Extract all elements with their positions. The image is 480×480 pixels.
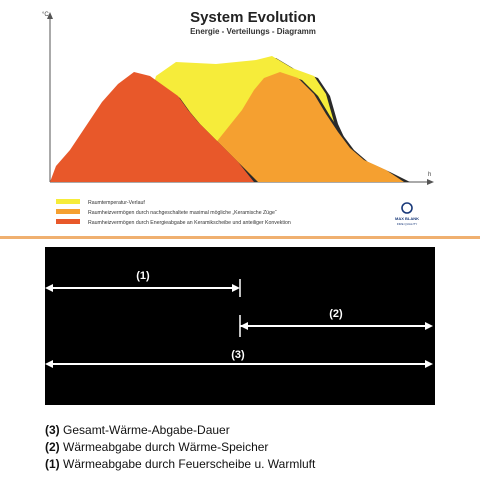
range-1-label: (1) xyxy=(136,270,150,282)
range-2-arrow-right xyxy=(425,322,433,330)
note-2: (2) Wärmeabgabe durch Wärme-Speicher xyxy=(45,439,465,456)
x-axis-unit: h xyxy=(428,172,431,178)
duration-notes: (3) Gesamt-Wärme-Abgabe-Dauer (2) Wärmea… xyxy=(45,422,465,473)
range-3-arrow-left xyxy=(45,360,53,368)
legend-label-yellow: Raumtemperatur-Verlauf xyxy=(88,200,145,206)
note-3-text: Gesamt-Wärme-Abgabe-Dauer xyxy=(59,423,230,437)
logo-tagline: FIRE QUALITY xyxy=(397,222,418,226)
note-2-text: Wärmeabgabe durch Wärme-Speicher xyxy=(59,440,269,454)
note-2-number: (2) xyxy=(45,440,60,454)
note-3-number: (3) xyxy=(45,423,60,437)
legend-swatch-yellow xyxy=(56,199,80,204)
range-3-arrow-right xyxy=(425,360,433,368)
legend-label-orange: Raumheizvermögen durch nachgeschaltete m… xyxy=(88,210,277,216)
orange-curve xyxy=(192,72,404,182)
range-3: (3) xyxy=(45,349,433,368)
range-2-arrow-left xyxy=(240,322,248,330)
heat-duration-diagram: (1) (2) (3) xyxy=(45,247,435,405)
energy-distribution-chart: System Evolution Energie - Verteilungs -… xyxy=(42,9,434,226)
logo-name: MAX BLANK xyxy=(395,216,419,221)
note-1-number: (1) xyxy=(45,457,60,471)
ring-logo-icon xyxy=(401,202,413,214)
range-1: (1) xyxy=(45,270,241,297)
chart-legend: Raumtemperatur-Verlauf Raumheizvermögen … xyxy=(56,199,291,226)
red-curve xyxy=(50,72,254,182)
range-1-arrow-right xyxy=(232,284,240,292)
range-2: (2) xyxy=(239,308,433,337)
section-divider xyxy=(0,236,480,239)
y-axis-arrow xyxy=(47,12,53,19)
x-axis-arrow xyxy=(427,179,434,185)
note-1: (1) Wärmeabgabe durch Feuerscheibe u. Wa… xyxy=(45,456,465,473)
legend-label-red: Raumheizvermögen durch Energieabgabe an … xyxy=(88,220,291,226)
legend-swatch-red xyxy=(56,219,80,224)
legend-swatch-orange xyxy=(56,209,80,214)
range-2-label: (2) xyxy=(329,308,343,320)
range-3-label: (3) xyxy=(231,349,245,361)
chart-title: System Evolution xyxy=(190,9,316,26)
range-1-arrow-left xyxy=(45,284,53,292)
y-axis-unit: °C xyxy=(42,12,49,18)
chart-subtitle: Energie - Verteilungs - Diagramm xyxy=(190,27,316,36)
note-3: (3) Gesamt-Wärme-Abgabe-Dauer xyxy=(45,422,465,439)
note-1-text: Wärmeabgabe durch Feuerscheibe u. Warmlu… xyxy=(59,457,316,471)
brand-logo: MAX BLANK FIRE QUALITY xyxy=(395,202,419,226)
